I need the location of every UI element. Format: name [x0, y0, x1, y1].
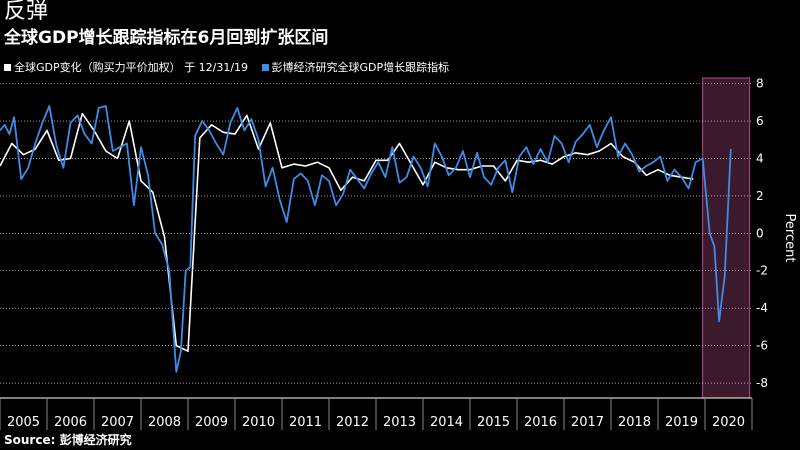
- x-tick-label: 2012: [336, 415, 369, 430]
- x-tick-label: 2019: [665, 415, 698, 430]
- x-tick-label: 2013: [383, 415, 416, 430]
- x-tick-label: 2010: [242, 415, 275, 430]
- x-tick-label: 2009: [195, 415, 228, 430]
- x-tick-label: 2008: [148, 415, 181, 430]
- y-axis-label: Percent: [782, 214, 797, 263]
- series-line-blue: [0, 105, 732, 373]
- x-tick-label: 2017: [571, 415, 604, 430]
- legend-item-blue: 彭博经济研究全球GDP增长跟踪指标: [261, 61, 450, 74]
- legend-swatch-white: [4, 64, 11, 71]
- legend-label-blue: 彭博经济研究全球GDP增长跟踪指标: [271, 61, 450, 74]
- x-tick-label: 2005: [7, 415, 40, 430]
- y-tick-label: 0: [756, 226, 764, 240]
- y-tick-label: 8: [756, 77, 764, 91]
- y-tick-label: -6: [756, 339, 768, 353]
- x-tick-label: 2015: [477, 415, 510, 430]
- y-tick-label: -4: [756, 301, 768, 315]
- x-tick-label: 2020: [712, 415, 745, 430]
- x-tick-label: 2006: [54, 415, 87, 430]
- y-tick-label: -8: [756, 376, 768, 390]
- series-line-white: [0, 112, 694, 353]
- source-note: Source: 彭博经济研究: [4, 433, 132, 447]
- x-tick-label: 2011: [289, 415, 322, 430]
- y-tick-label: 4: [756, 151, 764, 165]
- y-tick-label: 6: [756, 114, 764, 128]
- x-tick-label: 2016: [524, 415, 557, 430]
- y-tick-label: 2: [756, 189, 764, 203]
- legend-label-white: 全球GDP变化（购买力平价加权） 于 12/31/19: [14, 61, 249, 74]
- legend: 全球GDP变化（购买力平价加权） 于 12/31/19 彭博经济研究全球GDP增…: [4, 60, 459, 76]
- x-tick-label: 2018: [618, 415, 651, 430]
- x-tick-label: 2014: [430, 415, 463, 430]
- legend-swatch-blue: [261, 64, 269, 71]
- y-tick-label: -2: [756, 264, 768, 278]
- chart-subtitle: 全球GDP增长跟踪指标在6月回到扩张区间: [4, 28, 329, 48]
- legend-item-white: 全球GDP变化（购买力平价加权） 于 12/31/19: [4, 61, 252, 74]
- x-tick-label: 2007: [101, 415, 134, 430]
- chart-title: 反弹: [4, 0, 49, 24]
